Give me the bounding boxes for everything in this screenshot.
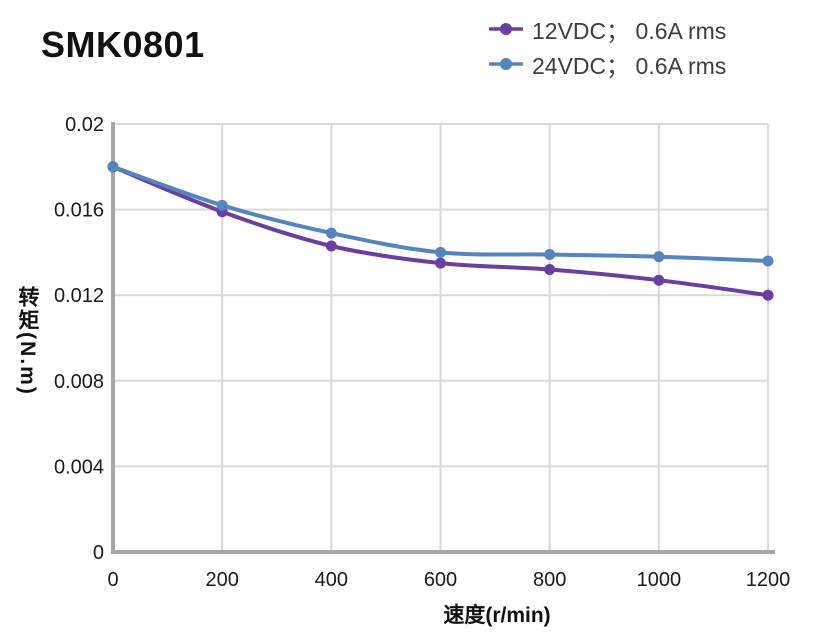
- legend: 12VDC； 0.6A rms 24VDC； 0.6A rms: [489, 14, 726, 79]
- legend-item-2: 24VDC； 0.6A rms: [489, 49, 726, 79]
- x-tick-label: 800: [533, 569, 566, 591]
- y-tick-label: 0.02: [65, 114, 104, 136]
- y-tick-label: 0.012: [54, 285, 104, 307]
- x-tick-label: 400: [315, 569, 348, 591]
- series-marker-2: [107, 161, 119, 173]
- series-marker-1: [325, 240, 337, 252]
- series-marker-2: [653, 251, 665, 263]
- y-axis-title: 转矩(N.m): [16, 286, 39, 396]
- chart-title: SMK0801: [41, 24, 205, 65]
- series-marker-2: [435, 246, 446, 258]
- series-marker-2: [762, 255, 774, 267]
- y-tick-label: 0.004: [54, 456, 104, 478]
- series-marker-1: [544, 264, 556, 276]
- legend-label: 24VDC； 0.6A rms: [532, 53, 727, 79]
- series-marker-2: [544, 249, 556, 261]
- x-tick-label: 1000: [637, 569, 682, 591]
- series-marker-1: [435, 257, 446, 269]
- legend-item-1: 12VDC； 0.6A rms: [489, 14, 726, 44]
- y-tick-label: 0: [93, 542, 104, 564]
- x-tick-label: 200: [205, 569, 238, 591]
- series-marker-1: [762, 289, 774, 301]
- series-marker-2: [325, 227, 337, 239]
- series-marker-2: [216, 199, 228, 211]
- x-tick-label: 600: [424, 569, 457, 591]
- y-tick-label: 0.008: [54, 371, 104, 393]
- x-tick-label: 1200: [746, 569, 791, 591]
- legend-line-marker-icon: [489, 58, 523, 70]
- legend-label: 12VDC； 0.6A rms: [532, 18, 727, 44]
- series-marker-1: [653, 274, 665, 286]
- y-tick-label: 0.016: [54, 200, 104, 222]
- x-tick-label: 0: [107, 569, 118, 591]
- legend-line-marker-icon: [489, 23, 523, 35]
- x-axis-title: 速度(r/min): [443, 604, 551, 627]
